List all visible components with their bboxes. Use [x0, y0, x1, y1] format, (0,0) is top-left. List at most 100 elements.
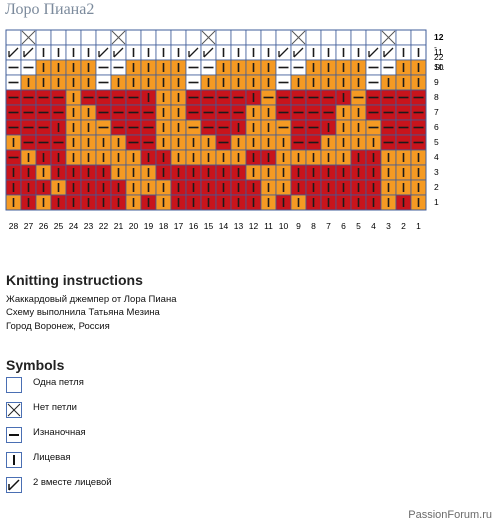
stitch-cell: [155, 74, 172, 91]
stitch-cell: [185, 29, 202, 46]
no-stitch-symbol: [381, 30, 396, 45]
stitch-cell: [95, 74, 112, 91]
stitch-cell: [200, 104, 217, 121]
stitch-cell: [215, 29, 232, 46]
stitch-cell: [125, 59, 142, 76]
stitch-cell: [380, 44, 397, 61]
stitch-cell: [335, 89, 352, 106]
row-label: 2: [434, 182, 439, 192]
stitch-cell: [140, 44, 157, 61]
stitch-cell: [35, 104, 52, 121]
stitch-cell: [410, 119, 427, 136]
stitch-cell: [380, 89, 397, 106]
stitch-cell: [155, 59, 172, 76]
stitch-cell: [200, 59, 217, 76]
stitch-cell: [335, 104, 352, 121]
stitch-cell: [215, 89, 232, 106]
stitch-cell: [230, 29, 247, 46]
stitch-cell: [50, 194, 67, 211]
cell-fill: [155, 29, 172, 46]
stitch-cell: [290, 149, 307, 166]
stitch-cell: [80, 119, 97, 136]
column-label: 6: [341, 221, 346, 231]
stitch-cell: [365, 89, 382, 106]
stitch-cell: [290, 74, 307, 91]
stitch-cell: [80, 104, 97, 121]
stitch-cell: [230, 164, 247, 181]
cell-fill: [140, 29, 157, 46]
stitch-cell: [20, 149, 37, 166]
stitch-cell: [245, 104, 262, 121]
stitch-cell: [305, 119, 322, 136]
stitch-cell: [155, 134, 172, 151]
stitch-cell: [290, 29, 307, 46]
stitch-cell: [380, 119, 397, 136]
stitch-cell: [215, 149, 232, 166]
stitch-cell: [155, 149, 172, 166]
row-label: 4: [434, 152, 439, 162]
cell-fill: [35, 29, 52, 46]
stitch-cell: [215, 164, 232, 181]
empty-box-icon: [6, 377, 22, 393]
stitch-cell: [140, 194, 157, 211]
stitch-cell: [215, 119, 232, 136]
stitch-cell: [395, 59, 412, 76]
stitch-cell: [215, 74, 232, 91]
cell-fill: [335, 29, 352, 46]
stitch-cell: [20, 164, 37, 181]
stitch-cell: [95, 164, 112, 181]
stitch-cell: [170, 44, 187, 61]
stitch-cell: [335, 134, 352, 151]
stitch-cell: [5, 89, 22, 106]
stitch-cell: [395, 194, 412, 211]
stitch-cell: [155, 104, 172, 121]
stitch-cell: [215, 104, 232, 121]
stitch-cell: [155, 119, 172, 136]
stitch-cell: [185, 149, 202, 166]
row-label: 8: [434, 92, 439, 102]
stitch-cell: [125, 149, 142, 166]
stitch-cell: [125, 104, 142, 121]
stitch-cell: [80, 89, 97, 106]
stitch-cell: [95, 194, 112, 211]
stitch-cell: [245, 74, 262, 91]
stitch-cell: [305, 134, 322, 151]
stitch-cell: [350, 119, 367, 136]
cell-fill: [170, 29, 187, 46]
stitch-cell: [320, 89, 337, 106]
stitch-cell: [380, 104, 397, 121]
stitch-cell: [245, 194, 262, 211]
stitch-cell: [200, 119, 217, 136]
stitch-cell: [395, 119, 412, 136]
stitch-cell: [365, 164, 382, 181]
stitch-cell: [20, 44, 37, 61]
stitch-cell: [140, 59, 157, 76]
column-label: 13: [233, 221, 244, 231]
stitch-cell: [65, 44, 82, 61]
stitch-cell: [230, 119, 247, 136]
stitch-cell: [20, 29, 37, 46]
instruction-line: Жаккардовый джемпер от Лора Пиана: [6, 294, 177, 305]
stitch-cell: [275, 194, 292, 211]
stitch-cell: [80, 74, 97, 91]
stitch-cell: [350, 134, 367, 151]
stitch-cell: [80, 134, 97, 151]
cell-fill: [365, 29, 382, 46]
stitch-cell: [95, 89, 112, 106]
stitch-count: - 22 St.: [434, 42, 445, 72]
stitch-cell: [260, 149, 277, 166]
stitch-cell: [5, 164, 22, 181]
stitch-cell: [155, 194, 172, 211]
legend-label: 2 вместе лицевой: [33, 477, 112, 488]
stitch-cell: [320, 164, 337, 181]
stitch-cell: [20, 104, 37, 121]
column-label: 23: [83, 221, 94, 231]
stitch-cell: [50, 179, 67, 196]
k2tog-symbol: [188, 47, 199, 58]
stitch-cell: [95, 29, 112, 46]
stitch-cell: [50, 134, 67, 151]
row-label: 1: [434, 197, 439, 207]
stitch-cell: [110, 194, 127, 211]
stitch-cell: [35, 179, 52, 196]
row-label: 5: [434, 137, 439, 147]
